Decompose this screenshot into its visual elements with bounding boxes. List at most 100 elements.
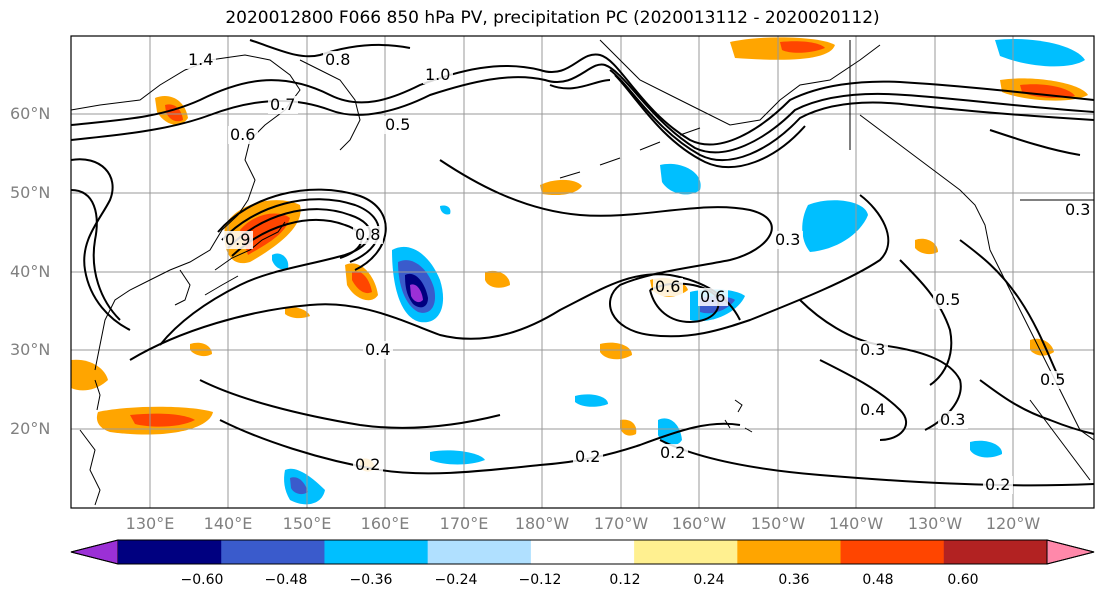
lon-label-120w: 120°W	[985, 514, 1041, 533]
contour-label-bg	[363, 341, 393, 359]
colorbar-tick-label: 0.24	[693, 572, 725, 588]
map-frame	[70, 35, 1095, 509]
contour-pv-south	[199, 379, 501, 429]
contour-label-bg	[653, 278, 683, 296]
coast-japan	[204, 221, 286, 296]
contour-label: 0.9	[225, 230, 250, 249]
shade-pos-12	[915, 238, 938, 255]
contour-pv-0.2	[219, 419, 741, 475]
coast-korea	[174, 269, 191, 306]
contour-pv-0.4b	[819, 359, 908, 441]
contour-label-bg	[383, 116, 413, 134]
contour-label: 0.6	[700, 287, 725, 306]
contour-pv-west-1	[70, 158, 131, 331]
contour-pv-east-2	[959, 239, 1061, 381]
colorbar-extend-high	[1046, 539, 1095, 565]
contour-label-bg	[858, 401, 888, 419]
shade-pos-16	[620, 419, 637, 436]
contour-label-bg	[186, 51, 216, 69]
lat-label-20n: 20°N	[10, 419, 51, 438]
contour-label: 0.8	[325, 50, 350, 69]
contour-label-bg	[983, 476, 1013, 494]
shade-pos-8	[540, 179, 582, 196]
contour-pv-west-2	[70, 189, 121, 321]
coast-aleutians	[559, 127, 701, 179]
shade-pos-3b	[780, 41, 825, 53]
colorbar-tick-label: −0.36	[349, 572, 393, 588]
contour-label: 0.6	[230, 125, 255, 144]
contour-label-bg	[228, 126, 258, 144]
shade-neg-11	[272, 253, 289, 270]
shade-neg-2	[802, 200, 868, 252]
shade-pos-2b	[352, 271, 372, 294]
colorbar-tick-label: −0.24	[434, 572, 478, 588]
lon-label-140e: 140°E	[203, 514, 253, 533]
shade-neg-9	[658, 418, 682, 446]
lon-label-130e: 130°E	[125, 514, 175, 533]
contour-label-bg	[938, 411, 968, 429]
contour-pv-jet-4	[614, 74, 806, 169]
contour-label: 0.2	[575, 447, 600, 466]
contour-label: 0.8	[355, 225, 380, 244]
colorbar	[70, 539, 1095, 565]
pv-contours	[70, 39, 1095, 487]
contour-label: 0.5	[385, 115, 410, 134]
shade-pos-7	[71, 359, 108, 391]
coast-mexico	[1029, 399, 1091, 481]
shade-pos-5b	[165, 104, 183, 122]
contour-label-bg	[268, 96, 298, 114]
contour-pv-north	[249, 39, 411, 58]
colorbar-segment	[737, 540, 842, 564]
contour-pv-east-1	[989, 129, 1081, 156]
contour-label-bg	[423, 66, 453, 84]
lat-label-50n: 50°N	[10, 183, 51, 202]
colorbar-segment	[221, 540, 325, 564]
contour-label-bg	[323, 51, 353, 69]
shade-neg-7	[430, 450, 485, 465]
shade-neg-8	[575, 394, 608, 407]
lon-label-170w: 170°W	[593, 514, 649, 533]
contour-pv-east-3	[979, 379, 1095, 435]
lon-label-150w: 150°W	[750, 514, 806, 533]
contour-label-bg	[858, 341, 888, 359]
lat-label-30n: 30°N	[10, 340, 51, 359]
shade-neg-1d	[410, 284, 423, 303]
contour-label: 0.2	[355, 455, 380, 474]
contour-label: 0.6	[655, 277, 680, 296]
shade-pos-10	[600, 342, 632, 360]
contour-label: 1.4	[188, 50, 213, 69]
shade-pos-6b	[130, 413, 195, 427]
shade-pos-9	[485, 270, 510, 288]
lat-label-60n: 60°N	[10, 104, 51, 123]
contour-pv-0.2b	[659, 439, 1095, 487]
contour-label-bg	[223, 231, 253, 249]
contour-label-bg	[1063, 201, 1093, 219]
colorbar-segment	[530, 540, 635, 564]
contour-labels: 1.4 0.8 0.7 0.6 1.0 0.5 0.8 0.3 0.2 0.9 0.4 0.5 0.3 0…	[186, 50, 1093, 494]
shade-pos-14	[285, 307, 310, 319]
colorbar-tick-label: 0.48	[862, 572, 894, 588]
colorbar-segment	[324, 540, 429, 564]
contour-label-bg	[573, 448, 603, 466]
colorbar-segment	[840, 540, 945, 564]
contour-pv-jet-2	[70, 63, 1095, 154]
colorbar-outline	[70, 539, 1095, 565]
colorbar-tick-label: 0.12	[609, 572, 641, 588]
shade-neg-12	[440, 205, 451, 215]
lon-label-130w: 130°W	[907, 514, 963, 533]
shade-neg-4	[995, 38, 1085, 67]
shade-neg-10	[970, 440, 1003, 458]
coast-philippines	[79, 429, 101, 506]
colorbar-tick-label: 0.36	[778, 572, 810, 588]
lon-label-160e: 160°E	[360, 514, 410, 533]
contour-label-bg	[658, 444, 688, 462]
colorbar-tick-label: −0.60	[180, 572, 224, 588]
contour-pv-trough-4	[231, 219, 363, 259]
lon-label-150e: 150°E	[282, 514, 332, 533]
lat-label-40n: 40°N	[10, 262, 51, 281]
contour-label-bg	[1038, 371, 1068, 389]
contour-pv-0.5	[899, 259, 953, 386]
contour-label-bg	[698, 288, 728, 306]
lon-label-140w: 140°W	[828, 514, 884, 533]
